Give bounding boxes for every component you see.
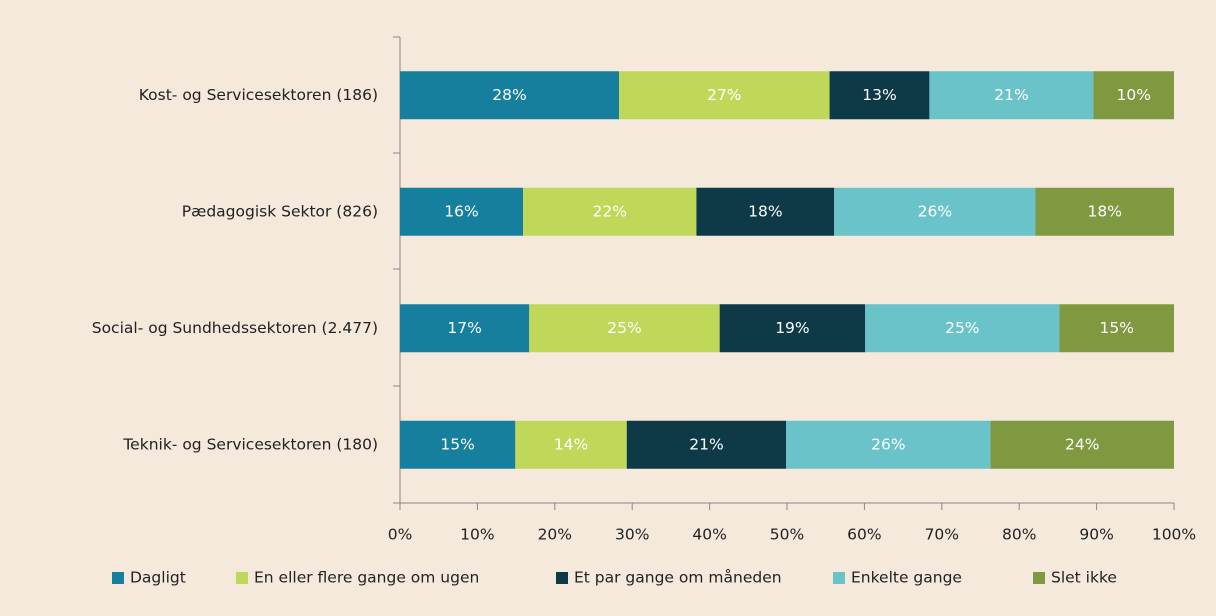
legend-swatch bbox=[1033, 572, 1045, 584]
x-tick-label: 10% bbox=[460, 526, 494, 544]
legend-swatch bbox=[833, 572, 845, 584]
legend-label: Dagligt bbox=[130, 569, 186, 587]
bar-segment bbox=[1059, 304, 1174, 353]
bar-segment bbox=[400, 187, 524, 236]
bar-segment bbox=[523, 187, 697, 236]
legend-label: En eller flere gange om ugen bbox=[254, 569, 479, 587]
data-label: 25% bbox=[945, 319, 979, 337]
legend-swatch bbox=[236, 572, 248, 584]
data-label: 25% bbox=[607, 319, 641, 337]
data-label: 24% bbox=[1065, 435, 1099, 453]
bar-segment bbox=[400, 71, 620, 120]
data-label: 15% bbox=[440, 435, 474, 453]
y-tick-label: Pædagogisk Sektor (826) bbox=[182, 202, 378, 220]
x-tick-label: 90% bbox=[1079, 526, 1113, 544]
bar-segment bbox=[829, 71, 930, 120]
data-label: 21% bbox=[994, 86, 1028, 104]
bar-segment bbox=[786, 420, 991, 469]
data-label: 28% bbox=[492, 86, 526, 104]
bar-segment bbox=[515, 420, 627, 469]
x-tick-label: 20% bbox=[538, 526, 572, 544]
bar-segment bbox=[865, 304, 1060, 353]
bar-segment bbox=[619, 71, 830, 120]
x-tick-label: 0% bbox=[388, 526, 413, 544]
x-tick-label: 100% bbox=[1152, 526, 1196, 544]
data-label: 15% bbox=[1099, 319, 1133, 337]
data-label: 14% bbox=[554, 435, 588, 453]
legend-swatch bbox=[556, 572, 568, 584]
bar-segment bbox=[529, 304, 720, 353]
data-label: 10% bbox=[1117, 86, 1151, 104]
bar-segment bbox=[1035, 187, 1174, 236]
bar-segment bbox=[626, 420, 787, 469]
bar-segment bbox=[719, 304, 866, 353]
legend-swatch bbox=[112, 572, 124, 584]
x-tick-label: 40% bbox=[692, 526, 726, 544]
bar-segment bbox=[990, 420, 1174, 469]
bar-segment bbox=[400, 304, 530, 353]
x-tick-label: 30% bbox=[615, 526, 649, 544]
bar-segment bbox=[696, 187, 835, 236]
x-tick-label: 80% bbox=[1002, 526, 1036, 544]
data-label: 13% bbox=[862, 86, 896, 104]
y-tick-label: Social- og Sundhedssektoren (2.477) bbox=[92, 319, 378, 337]
legend-label: Enkelte gange bbox=[851, 569, 962, 587]
legend-label: Et par gange om måneden bbox=[574, 569, 782, 587]
y-tick-label: Kost- og Servicesektoren (186) bbox=[139, 86, 378, 104]
data-label: 21% bbox=[689, 435, 723, 453]
bar-segment bbox=[1093, 71, 1174, 120]
data-label: 26% bbox=[871, 435, 905, 453]
data-label: 19% bbox=[775, 319, 809, 337]
bar-segment bbox=[929, 71, 1094, 120]
data-label: 17% bbox=[447, 319, 481, 337]
x-tick-label: 70% bbox=[925, 526, 959, 544]
data-label: 16% bbox=[444, 202, 478, 220]
data-label: 22% bbox=[593, 202, 627, 220]
y-tick-label: Teknik- og Servicesektoren (180) bbox=[122, 435, 378, 453]
x-tick-label: 50% bbox=[770, 526, 804, 544]
data-label: 18% bbox=[1088, 202, 1122, 220]
x-tick-label: 60% bbox=[847, 526, 881, 544]
bar-segment bbox=[834, 187, 1036, 236]
legend-label: Slet ikke bbox=[1051, 569, 1117, 587]
data-label: 26% bbox=[918, 202, 952, 220]
data-label: 27% bbox=[707, 86, 741, 104]
data-label: 18% bbox=[748, 202, 782, 220]
bar-segment bbox=[400, 420, 516, 469]
